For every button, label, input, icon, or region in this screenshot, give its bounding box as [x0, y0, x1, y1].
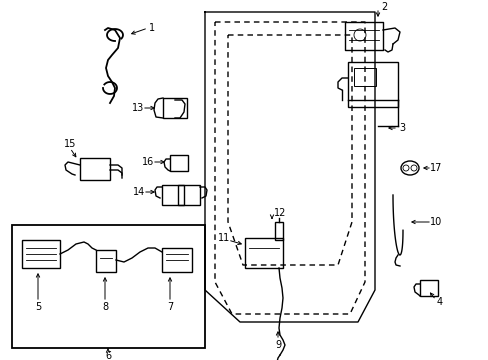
Bar [244, 238, 283, 268]
Bar [22, 240, 60, 268]
Bar [347, 62, 397, 107]
Bar [162, 185, 183, 205]
Bar [345, 22, 382, 50]
Bar [274, 222, 283, 240]
Text: 11: 11 [218, 233, 230, 243]
Text: 2: 2 [380, 2, 386, 12]
Text: 14: 14 [133, 187, 145, 197]
Bar [12, 225, 204, 348]
Bar [419, 280, 437, 296]
Text: 15: 15 [63, 139, 76, 149]
Bar [353, 68, 375, 86]
Bar [170, 155, 187, 171]
Bar [80, 158, 110, 180]
Bar [162, 248, 192, 272]
Text: 10: 10 [429, 217, 441, 227]
Text: 8: 8 [102, 302, 108, 312]
Text: 3: 3 [398, 123, 404, 133]
Text: 4: 4 [436, 297, 442, 307]
Text: 16: 16 [142, 157, 154, 167]
Text: 13: 13 [132, 103, 144, 113]
Text: 5: 5 [35, 302, 41, 312]
Text: 12: 12 [273, 208, 285, 218]
Text: 7: 7 [166, 302, 173, 312]
Bar [163, 98, 186, 118]
Bar [178, 185, 200, 205]
Text: 6: 6 [105, 351, 111, 360]
Text: 9: 9 [274, 340, 281, 350]
Bar [96, 250, 116, 272]
Text: 17: 17 [429, 163, 441, 173]
Text: 1: 1 [149, 23, 155, 33]
